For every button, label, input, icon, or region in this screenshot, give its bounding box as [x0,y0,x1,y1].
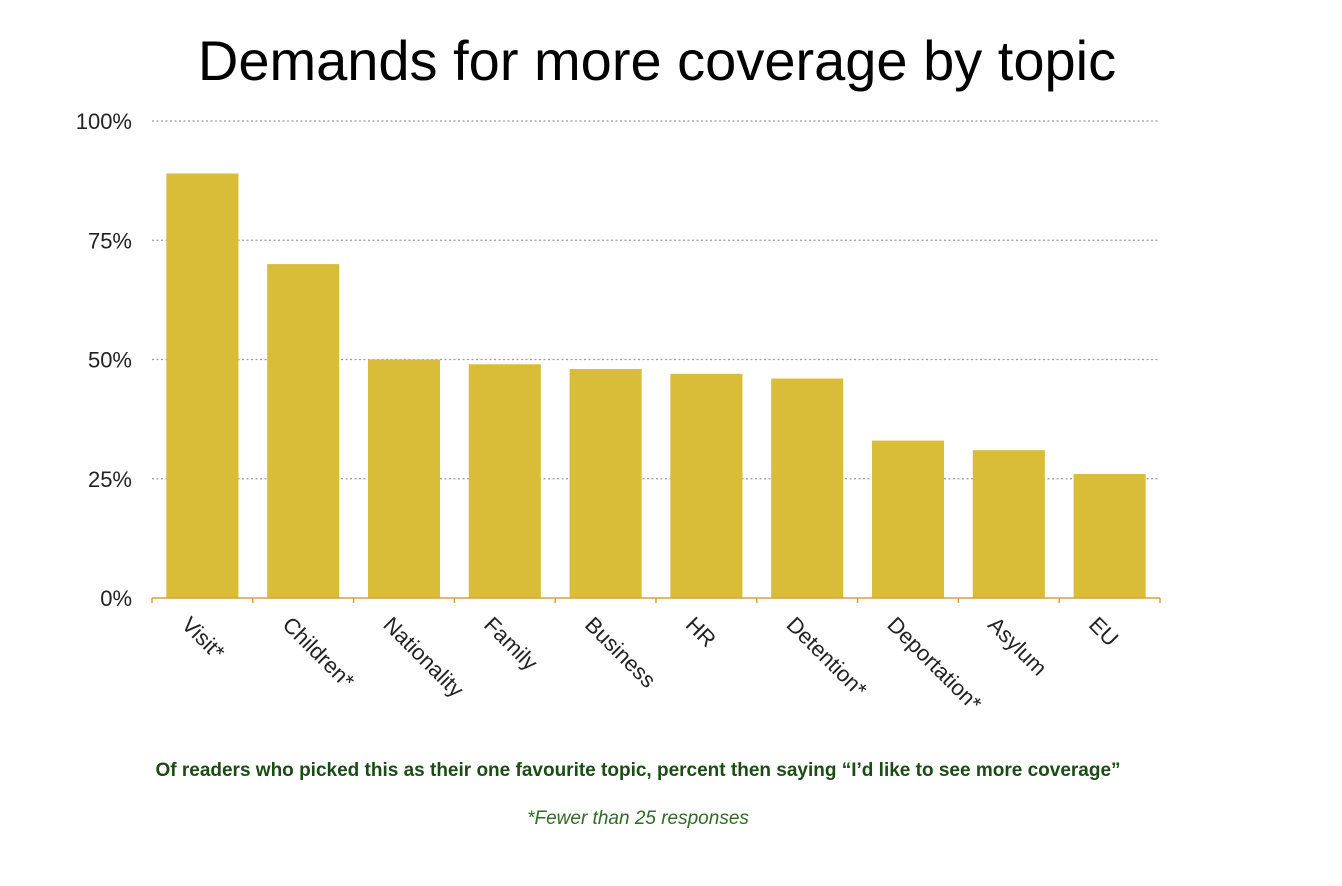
bar [1073,473,1146,598]
x-tick-label: EU [1084,612,1123,651]
y-tick-label: 75% [88,228,132,253]
bar [166,173,239,598]
x-axis [151,597,1161,603]
x-tick-label: Nationality [378,612,468,702]
bar [670,373,743,598]
x-tick-label: Children* [278,612,360,694]
y-tick-label: 0% [100,586,132,611]
bar [367,359,441,598]
x-axis-labels: Visit* Children* Nationality Family Business… [177,612,1123,716]
bar [972,450,1045,598]
y-tick-label: 100% [76,109,132,134]
x-tick-label: HR [681,612,721,652]
chart-caption: Of readers who picked this as their one … [155,760,1121,781]
y-axis-ticks: 0% 25% 50% 75% 100% [76,109,132,611]
chart-title: Demands for more coverage by topic [197,29,1117,92]
bar [468,364,541,598]
x-tick-label: Detention* [782,612,873,703]
bar-chart: 0% 25% 50% 75% 100% Visit* Children* Nationali… [76,109,1161,716]
bars [166,173,1146,598]
chart-footnote: *Fewer than 25 responses [527,808,749,829]
y-tick-label: 25% [88,467,132,492]
x-tick-label: Deportation* [882,612,986,716]
y-tick-label: 50% [88,348,132,373]
x-tick-label: Asylum [983,612,1052,681]
bar [771,378,844,598]
x-tick-label: Family [479,612,542,675]
bar [871,440,945,598]
x-tick-label: Business [580,612,661,693]
bar [569,369,642,598]
x-tick-label: Visit* [177,612,230,665]
bar [267,264,340,598]
